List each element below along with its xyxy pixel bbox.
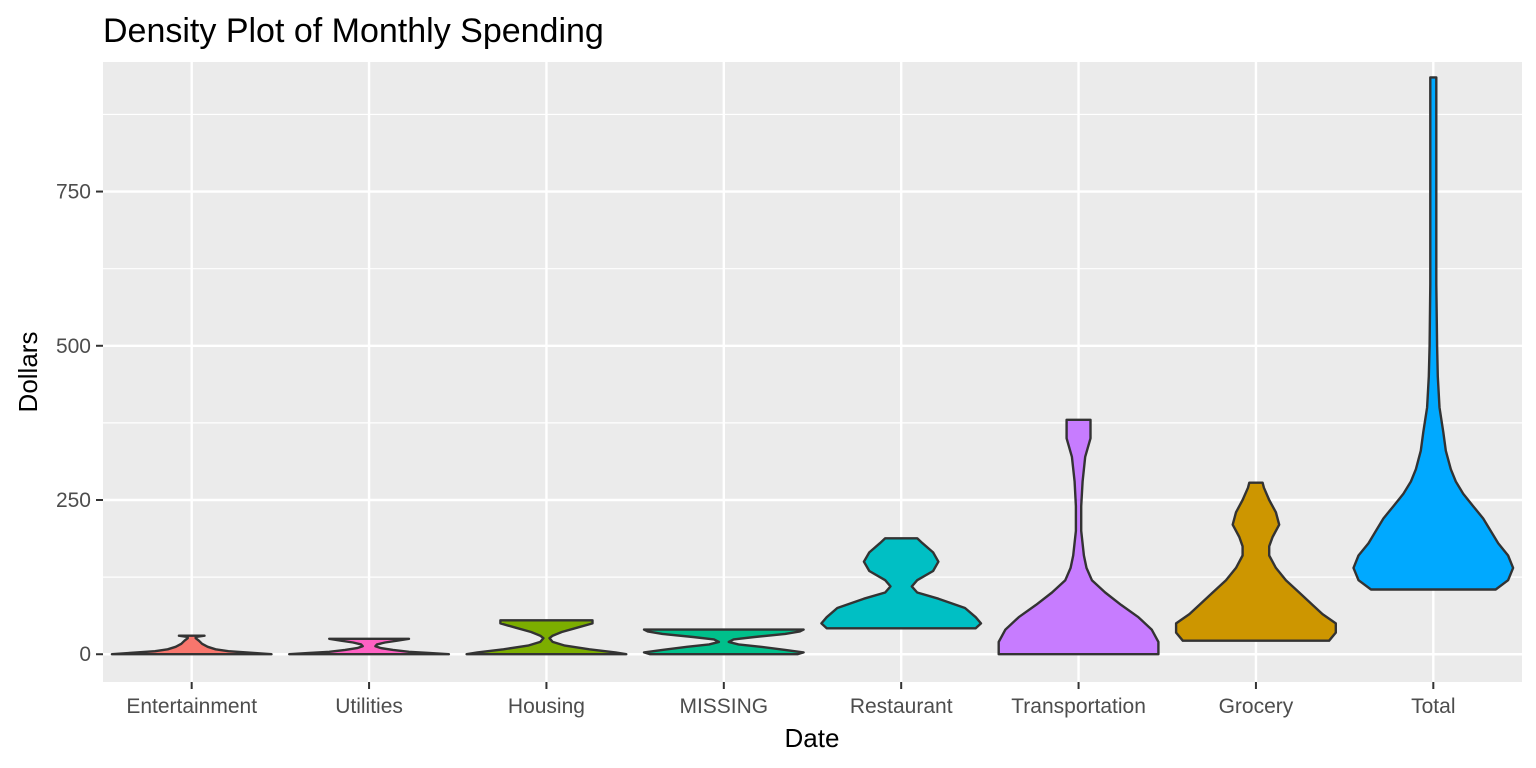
violin-missing — [642, 628, 805, 656]
violin-entertainment — [110, 634, 273, 656]
violin-transportation — [997, 418, 1160, 656]
violins — [110, 76, 1515, 656]
x-tick-label: Restaurant — [850, 695, 953, 718]
plot-panel — [103, 62, 1522, 682]
chart-title: Density Plot of Monthly Spending — [103, 12, 604, 50]
x-tick-label: Entertainment — [126, 695, 257, 718]
x-tick-label: Utilities — [335, 695, 403, 718]
y-tick-label: 250 — [56, 489, 91, 512]
x-tick-label: Grocery — [1219, 695, 1294, 718]
x-axis: Entertainment Utilities Housing MISSING Rest… — [126, 682, 1455, 718]
y-axis: 0 250 500 750 — [56, 181, 103, 666]
violin-utilities — [288, 637, 451, 656]
violin-total — [1352, 76, 1515, 591]
violin-grocery — [1174, 481, 1337, 642]
x-tick-label: Total — [1411, 695, 1455, 718]
x-tick-label: Transportation — [1011, 695, 1146, 718]
y-tick-label: 500 — [56, 335, 91, 358]
y-tick-label: 0 — [79, 643, 91, 666]
x-tick-label: MISSING — [679, 695, 768, 718]
y-tick-label: 750 — [56, 181, 91, 204]
violin-housing — [465, 619, 628, 656]
x-tick-label: Housing — [508, 695, 585, 718]
x-axis-title: Date — [785, 723, 840, 753]
violin-restaurant — [820, 537, 983, 630]
y-axis-title: Dollars — [13, 332, 43, 413]
